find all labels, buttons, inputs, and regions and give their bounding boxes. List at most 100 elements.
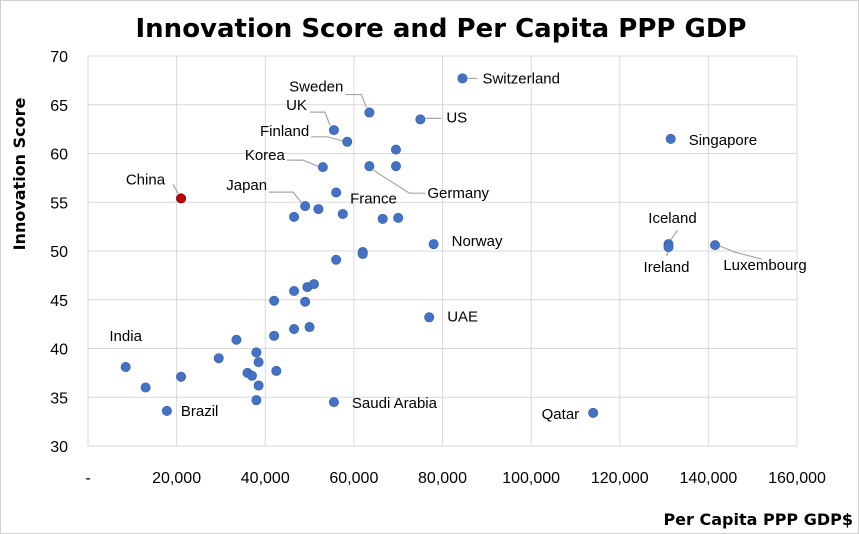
data-point (313, 204, 324, 215)
x-tick-label: 120,000 (591, 470, 649, 487)
x-axis-title: Per Capita PPP GDP$ (663, 510, 853, 529)
y-tick-label: 30 (50, 439, 68, 456)
data-label-finland: Finland (260, 123, 309, 140)
data-point (357, 248, 368, 259)
y-tick-label: 50 (50, 244, 68, 261)
data-point-finland (342, 136, 353, 147)
leader-line-china (172, 184, 179, 194)
data-point (331, 254, 342, 265)
data-point-uk (328, 125, 339, 136)
data-point-korea (317, 162, 328, 173)
data-point (289, 323, 300, 334)
data-point-singapore (665, 133, 676, 144)
data-point-china (176, 193, 187, 204)
data-label-luxembourg: Luxembourg (723, 257, 806, 274)
data-label-saudi-arabia: Saudi Arabia (352, 395, 438, 412)
data-label-singapore: Singapore (689, 132, 757, 149)
x-tick-label: 20,000 (152, 470, 201, 487)
x-tick-label: - (85, 470, 90, 487)
data-labels: China India Brazil Switzerland Sweden US UK Fin… (109, 70, 806, 422)
data-label-uae: UAE (447, 308, 478, 325)
data-label-qatar: Qatar (542, 406, 580, 423)
y-tick-label: 55 (50, 195, 68, 212)
data-point (176, 371, 187, 382)
data-point (390, 161, 401, 172)
x-tick-label: 80,000 (418, 470, 467, 487)
y-tick-label: 60 (50, 147, 68, 164)
data-label-germany: Germany (427, 185, 489, 202)
data-label-india: India (109, 328, 142, 345)
data-label-sweden: Sweden (289, 79, 343, 96)
data-label-ireland: Ireland (644, 259, 690, 276)
x-tick-label: 40,000 (241, 470, 290, 487)
y-tick-label: 40 (50, 342, 68, 359)
data-label-china: China (126, 171, 166, 188)
data-point-uae (424, 312, 435, 323)
data-point (337, 208, 348, 219)
data-point-saudi-arabia (328, 397, 339, 408)
leader-line-germany (373, 169, 426, 194)
data-point (269, 295, 280, 306)
leader-line-finland (311, 136, 343, 142)
data-point-japan (300, 201, 311, 212)
axis-tick-labels: 30 35 40 45 50 55 60 65 70 - 20,000 40,000 60,000 80,… (50, 49, 826, 487)
leader-line-luxembourg (719, 245, 763, 260)
gridlines (87, 55, 798, 447)
y-tick-label: 45 (50, 293, 68, 310)
leader-line-iceland (670, 229, 678, 241)
label-leader-lines (172, 77, 763, 260)
data-label-us: US (446, 109, 467, 126)
data-point-france (331, 187, 342, 198)
data-label-switzerland: Switzerland (482, 70, 560, 87)
data-point-ireland (663, 242, 674, 253)
data-label-norway: Norway (452, 233, 503, 250)
data-label-korea: Korea (245, 147, 286, 164)
chart-title: Innovation Score and Per Capita PPP GDP (136, 14, 747, 44)
data-point (253, 380, 264, 391)
leader-line-sweden (345, 93, 367, 108)
leader-line-korea (286, 159, 319, 167)
data-point-luxembourg (710, 240, 721, 251)
data-point (246, 370, 257, 381)
y-axis-title: Innovation Score (10, 97, 29, 250)
data-point (271, 365, 282, 376)
data-point-brazil (161, 405, 172, 416)
data-point (251, 395, 262, 406)
x-tick-label: 140,000 (679, 470, 737, 487)
data-point (304, 322, 315, 333)
data-point-sweden (364, 107, 375, 118)
data-point-us (415, 114, 426, 125)
data-point (231, 334, 242, 345)
data-point-india (120, 362, 131, 373)
data-label-brazil: Brazil (181, 403, 219, 420)
data-point-qatar (588, 407, 599, 418)
data-point (213, 353, 224, 364)
data-point (300, 296, 311, 307)
x-tick-label: 60,000 (329, 470, 378, 487)
data-point (377, 213, 388, 224)
leader-line-uk (309, 111, 331, 126)
data-point-germany (364, 161, 375, 172)
data-label-france: France (350, 191, 397, 208)
data-label-uk: UK (286, 97, 307, 114)
data-point (308, 279, 319, 290)
x-tick-label: 160,000 (768, 470, 826, 487)
data-label-japan: Japan (226, 177, 267, 194)
data-point (289, 285, 300, 296)
leader-line-japan (269, 191, 302, 203)
data-points (120, 73, 721, 418)
data-point (393, 212, 404, 223)
data-point (251, 347, 262, 358)
data-point-switzerland (457, 73, 468, 84)
y-tick-label: 65 (50, 98, 68, 115)
data-point-norway (428, 239, 439, 250)
y-tick-label: 70 (50, 49, 68, 66)
x-tick-label: 100,000 (502, 470, 560, 487)
y-tick-label: 35 (50, 390, 68, 407)
data-label-iceland: Iceland (648, 210, 696, 227)
data-point (140, 382, 151, 393)
data-point (269, 330, 280, 341)
data-point (289, 211, 300, 222)
